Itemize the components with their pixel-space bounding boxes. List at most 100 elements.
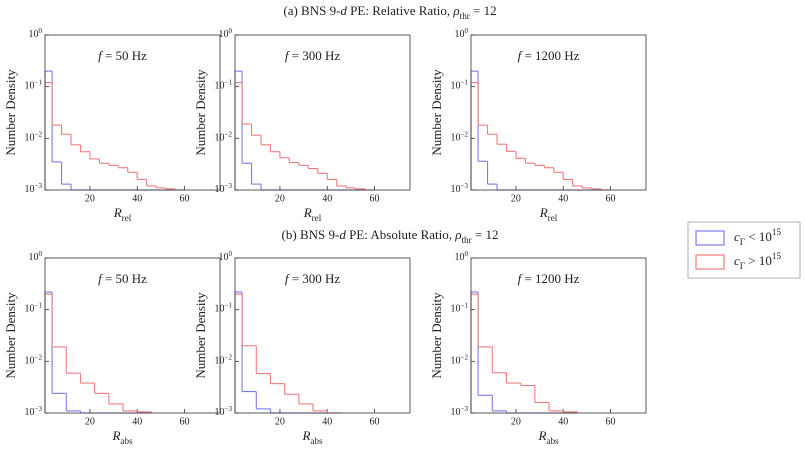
text-segment: 10 (25, 407, 35, 418)
legend-label: cΓ < 1015 (734, 227, 781, 247)
text-segment: = 300 Hz (288, 271, 340, 286)
text-segment: f (285, 48, 291, 63)
text-segment: = 300 Hz (288, 48, 340, 63)
y-tick-label: 10−1 (25, 301, 43, 315)
x-tick-label: 40 (322, 193, 332, 204)
text-segment: thr (460, 11, 470, 21)
y-tick-label: 10−2 (451, 353, 469, 367)
text-segment: rel (548, 213, 558, 223)
x-tick-label: 40 (132, 193, 142, 204)
y-tick-label: 10−3 (25, 182, 43, 196)
text-segment: c (734, 253, 740, 268)
panel-title: f = 300 Hz (285, 271, 341, 286)
text-segment: −2 (225, 353, 233, 361)
x-tick-label: 60 (370, 416, 380, 427)
y-tick-label: 100 (455, 27, 469, 41)
text-segment: −2 (35, 353, 43, 361)
axes-frame (44, 34, 221, 191)
x-tick-label: 40 (132, 416, 142, 427)
text-segment: −2 (461, 130, 469, 138)
y-tick-label: 100 (29, 27, 43, 41)
x-tick-label: 20 (85, 193, 95, 204)
y-axis-label: Number Density (429, 69, 444, 156)
y-axis-label: Number Density (3, 292, 18, 379)
text-segment: −3 (35, 405, 43, 413)
legend-swatch (695, 254, 725, 270)
y-tick-label: 10−2 (25, 353, 43, 367)
x-tick-label: 60 (180, 416, 190, 427)
text-segment: R (539, 205, 548, 220)
text-segment: 10 (451, 184, 461, 195)
text-segment: 10 (29, 252, 39, 263)
legend-label: cΓ > 1015 (734, 251, 781, 271)
text-segment: 10 (25, 81, 35, 92)
text-segment: −1 (461, 301, 469, 309)
text-segment: 10 (215, 356, 225, 367)
text-segment: thr (462, 235, 472, 245)
text-segment: 10 (455, 252, 465, 263)
text-segment: 10 (25, 133, 35, 144)
panel-title: f = 300 Hz (285, 48, 341, 63)
y-axis-label: Number Density (429, 292, 444, 379)
panel-title: f = 50 Hz (98, 271, 147, 286)
text-segment: f (98, 271, 104, 286)
text-segment: PE: Relative Ratio, (347, 3, 454, 18)
legend-swatch (695, 230, 725, 246)
panel-title: f = 50 Hz (98, 48, 147, 63)
text-segment: 10 (25, 356, 35, 367)
text-segment: 10 (455, 29, 465, 40)
x-tick-label: 20 (511, 416, 521, 427)
x-tick-label: 60 (180, 193, 190, 204)
axes-frame (470, 34, 647, 191)
x-tick-label: 40 (558, 416, 568, 427)
text-segment: −2 (35, 130, 43, 138)
y-tick-label: 10−1 (25, 78, 43, 92)
text-segment: 10 (451, 304, 461, 315)
y-tick-label: 10−1 (451, 301, 469, 315)
panel-title: f = 1200 Hz (518, 48, 580, 63)
x-tick-label: 20 (275, 416, 285, 427)
text-segment: 10 (29, 29, 39, 40)
text-segment: ρ (452, 3, 459, 18)
text-segment: 10 (451, 356, 461, 367)
text-segment: abs (546, 436, 559, 446)
x-axis-label: Rabs (537, 428, 559, 446)
text-segment: abs (310, 436, 323, 446)
section-title: (a) BNS 9-d PE: Relative Ratio, ρthr = 1… (283, 3, 496, 21)
text-segment: 10 (451, 81, 461, 92)
text-segment: −3 (225, 405, 233, 413)
x-tick-label: 60 (606, 193, 616, 204)
x-axis-label: Rabs (111, 428, 133, 446)
x-tick-label: 40 (322, 416, 332, 427)
y-tick-label: 100 (29, 250, 43, 264)
text-segment: rel (122, 213, 132, 223)
x-axis-label: Rrel (113, 205, 132, 223)
text-segment: R (537, 428, 546, 443)
text-segment: −1 (225, 78, 233, 86)
axes-frame (234, 34, 411, 191)
text-segment: = 50 Hz (102, 48, 147, 63)
text-segment: −3 (461, 405, 469, 413)
axes-frame (44, 257, 221, 414)
text-segment: = 12 (470, 3, 497, 18)
text-segment: R (113, 205, 122, 220)
section-title: (b) BNS 9-d PE: Absolute Ratio, ρthr = 1… (282, 227, 499, 245)
text-segment: Γ (740, 261, 745, 271)
y-axis-label: Number Density (193, 69, 208, 156)
y-tick-label: 100 (219, 250, 233, 264)
x-tick-label: 40 (558, 193, 568, 204)
x-tick-label: 20 (275, 193, 285, 204)
text-segment: > 10 (745, 253, 772, 268)
text-segment: = 12 (472, 227, 499, 242)
text-segment: 0 (465, 250, 469, 258)
text-segment: 10 (451, 407, 461, 418)
text-segment: Γ (740, 237, 745, 247)
y-axis-label: Number Density (3, 69, 18, 156)
y-tick-label: 10−2 (215, 130, 233, 144)
x-axis-label: Rrel (303, 205, 322, 223)
x-tick-label: 60 (606, 416, 616, 427)
text-segment: d (340, 3, 347, 18)
text-segment: PE: Absolute Ratio, (346, 227, 455, 242)
text-segment: ρ (454, 227, 461, 242)
